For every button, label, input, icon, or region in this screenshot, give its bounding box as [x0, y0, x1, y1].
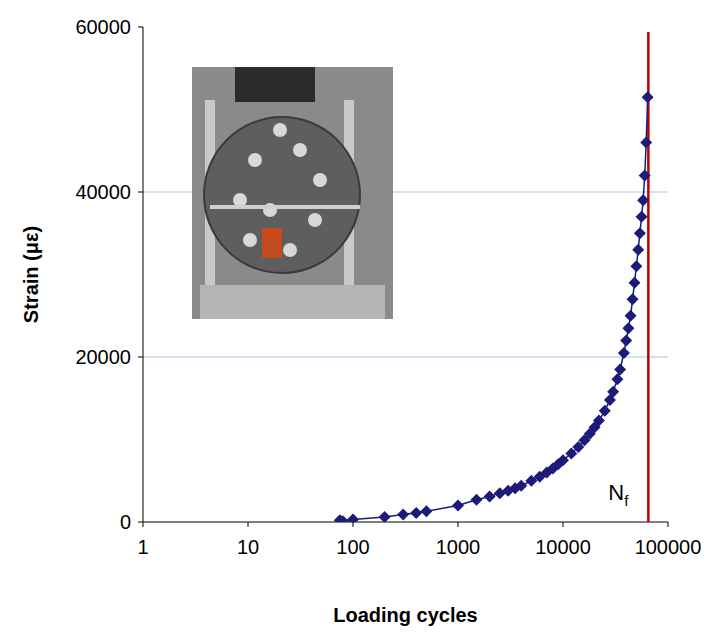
grid-line — [143, 356, 668, 357]
y-tick-label: 40000 — [75, 181, 131, 203]
data-point — [397, 509, 409, 521]
y-tick — [138, 522, 143, 523]
data-point — [622, 322, 634, 334]
data-point — [620, 335, 632, 347]
x-tick — [668, 522, 669, 527]
x-axis — [143, 522, 668, 523]
photo-bar — [210, 205, 360, 209]
photo-gauge — [262, 228, 282, 258]
x-tick — [458, 522, 459, 527]
data-point — [607, 386, 619, 398]
data-point — [625, 310, 637, 322]
data-point — [410, 507, 422, 519]
plot-area — [334, 32, 654, 522]
x-tick — [563, 522, 564, 527]
y-axis — [143, 27, 144, 522]
data-point — [630, 260, 642, 272]
chart-container: 0 20000 40000 60000 1 10 100 1000 10000 100000 Loa… — [0, 0, 710, 635]
photo-aggregate — [283, 243, 297, 257]
data-point — [634, 227, 646, 239]
photo-inset — [192, 67, 393, 319]
x-tick-label: 100 — [336, 536, 369, 558]
data-point — [599, 405, 611, 417]
data-point — [420, 505, 432, 517]
x-tick-label: 1000 — [436, 536, 481, 558]
data-point — [515, 480, 527, 492]
y-tick-label: 60000 — [75, 16, 131, 38]
photo-specimen — [204, 117, 360, 273]
reference-label-subscript: f — [624, 492, 629, 509]
data-point — [347, 514, 359, 522]
photo-aggregate — [308, 213, 322, 227]
data-point — [636, 211, 648, 223]
data-point — [379, 511, 391, 522]
y-tick — [138, 357, 143, 358]
data-point — [632, 244, 644, 256]
data-point — [593, 415, 605, 427]
series-line — [340, 97, 648, 521]
photo-aggregate — [248, 153, 262, 167]
data-point — [618, 347, 630, 359]
data-point — [642, 91, 654, 103]
x-tick-label: 100000 — [635, 536, 702, 558]
x-tick-label: 1 — [137, 536, 148, 558]
data-point — [627, 293, 639, 305]
x-tick — [353, 522, 354, 527]
x-tick-label: 10000 — [535, 536, 591, 558]
data-point — [337, 515, 349, 522]
photo-aggregate — [313, 173, 327, 187]
photo-press — [235, 67, 315, 102]
x-tick — [143, 522, 144, 527]
data-point — [637, 194, 649, 206]
data-point — [639, 170, 651, 182]
photo-base — [200, 285, 385, 319]
data-point — [484, 490, 496, 502]
y-tick-label: 0 — [120, 511, 131, 533]
x-axis-title: Loading cycles — [333, 604, 478, 626]
reference-label-main: N — [608, 480, 624, 505]
data-point — [470, 494, 482, 506]
photo-aggregate — [233, 193, 247, 207]
data-point — [614, 363, 626, 375]
x-tick-label: 10 — [237, 536, 259, 558]
photo-aggregate — [293, 143, 307, 157]
x-tick — [248, 522, 249, 527]
y-tick — [138, 192, 143, 193]
photo-background — [192, 67, 393, 319]
data-point — [557, 454, 569, 466]
data-point — [452, 500, 464, 512]
photo-aggregate — [273, 123, 287, 137]
y-tick-label: 20000 — [75, 346, 131, 368]
y-tick — [138, 27, 143, 28]
y-axis-title: Strain (με) — [20, 226, 42, 323]
photo-aggregate — [243, 233, 257, 247]
data-point — [611, 373, 623, 385]
reference-label: Nf — [608, 480, 629, 509]
chart: 0 20000 40000 60000 1 10 100 1000 10000 100000 Loa… — [0, 0, 710, 635]
data-point — [640, 137, 652, 149]
data-point — [629, 277, 641, 289]
